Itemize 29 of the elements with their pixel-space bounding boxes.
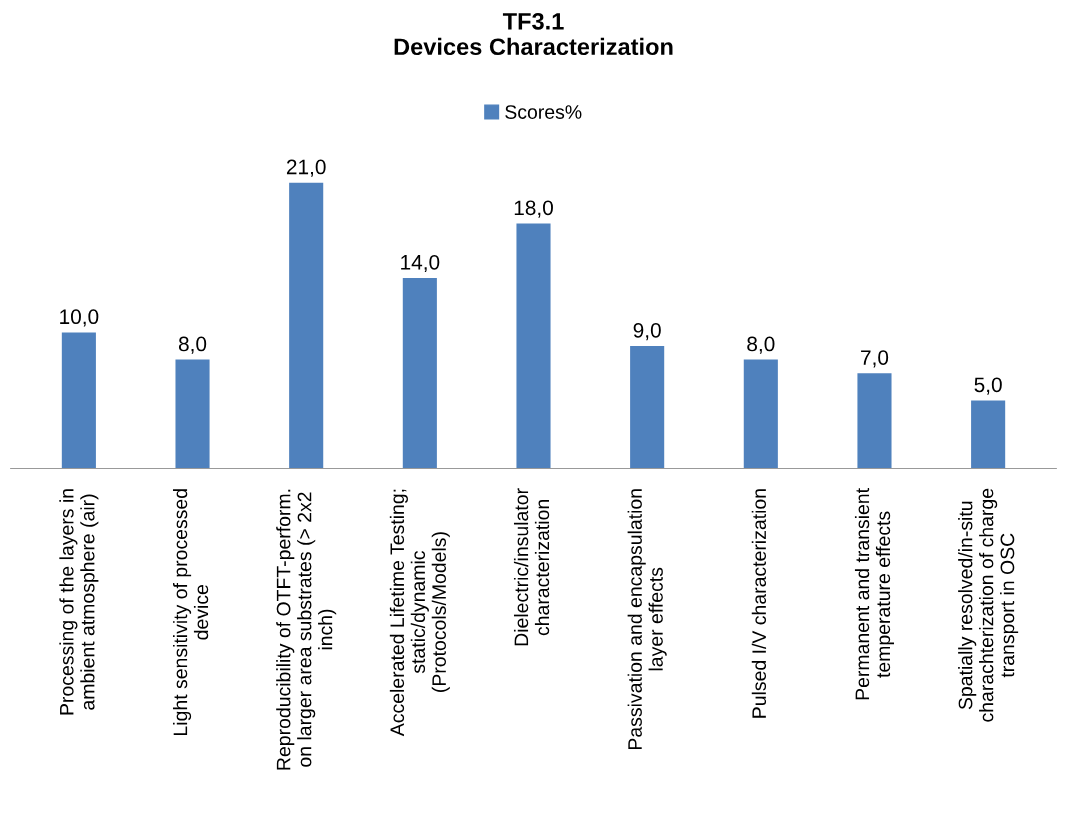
- bar: [61, 332, 96, 469]
- x-tick-label: Processing of the layers in ambient atmosphere (air): [59, 489, 99, 715]
- x-tick-label: Light sensitivity of processed device: [172, 489, 209, 735]
- x-tick-label: Spatially resolved/in-situ charachterization of charge transport in OSC: [958, 488, 1019, 722]
- bar: [630, 346, 665, 469]
- chart-title: TF3.1 Devices Characterization: [394, 12, 673, 56]
- bar: [516, 223, 551, 469]
- data-label: 8,0: [747, 336, 775, 354]
- bar: [402, 277, 437, 469]
- bar: [743, 359, 778, 469]
- data-label: 5,0: [974, 377, 1002, 395]
- legend-label: Scores%: [505, 105, 582, 119]
- x-tick-label: Passivation and encapsulation layer effects: [627, 489, 667, 750]
- bar: [857, 373, 892, 469]
- x-tick-label: Accelerated Lifetime Testing; static/dynamic (Protocols/Models): [389, 489, 450, 737]
- data-label: 8,0: [178, 336, 207, 354]
- data-label: 14,0: [401, 254, 440, 273]
- data-label: 18,0: [514, 200, 553, 218]
- data-label: 7,0: [861, 350, 889, 368]
- bar: [289, 182, 324, 469]
- data-label: 21,0: [286, 159, 326, 177]
- x-tick-label: Pulsed I/V characterization: [751, 489, 767, 718]
- bar: [175, 359, 210, 469]
- x-tick-label: Reproducibility of OTFT-perform. on larger area substrates (> 2x2 inch): [276, 489, 337, 770]
- x-tick-label: Permanent and transient temperature effects: [854, 488, 895, 700]
- data-label: 9,0: [633, 322, 661, 341]
- bar: [971, 400, 1006, 469]
- x-tick-label: Dielectric/insulator characterization: [513, 488, 550, 646]
- data-label: 10,0: [60, 309, 99, 327]
